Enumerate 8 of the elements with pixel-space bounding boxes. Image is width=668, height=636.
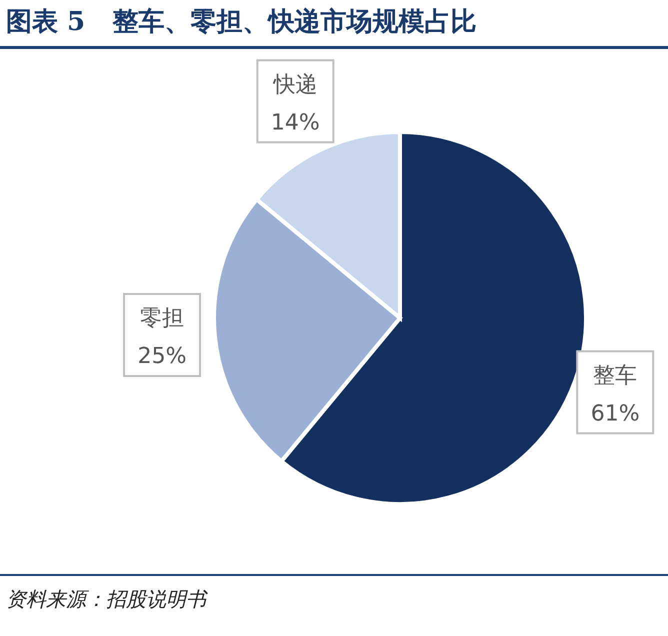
data-label: 25%	[138, 344, 186, 370]
slice-label: 零担	[140, 306, 184, 332]
text: 资料来源：招股说明书	[6, 586, 206, 613]
slice-label: 快递	[272, 72, 318, 98]
slice-label: 整车	[593, 363, 638, 388]
data-label: 61%	[590, 401, 640, 426]
data-label: 14%	[270, 110, 320, 136]
chart-title: 图表 5 整车、零担、快递市场规模占比	[6, 6, 476, 39]
